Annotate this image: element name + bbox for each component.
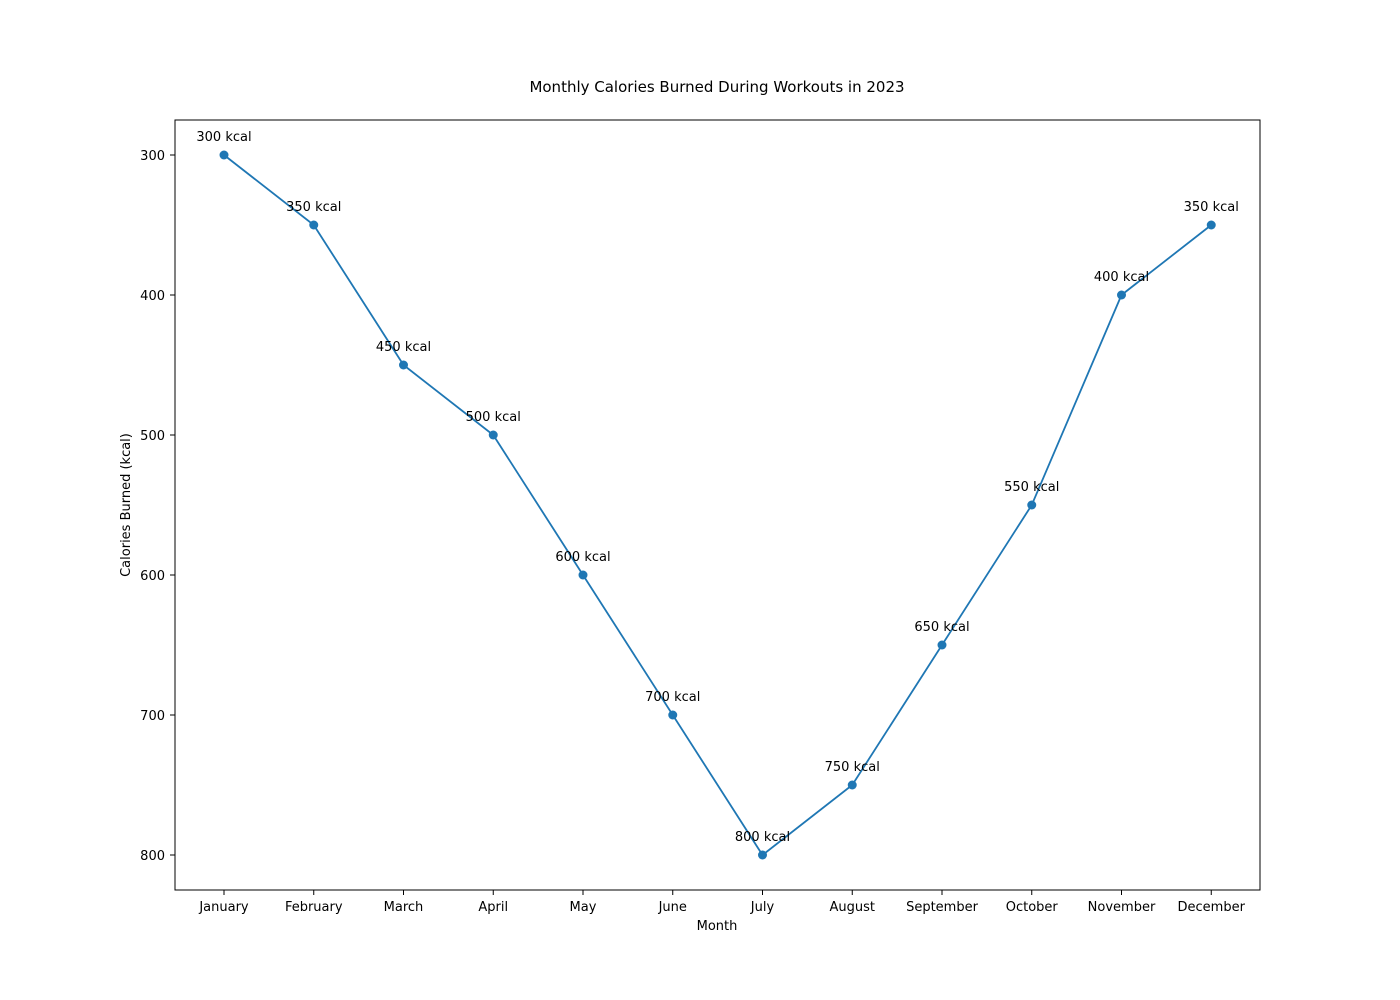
data-point: [399, 360, 408, 370]
series-line: [223, 154, 1212, 857]
y-tick-label: 700: [140, 709, 165, 724]
data-label: 500 kcal: [466, 410, 521, 425]
data-label: 450 kcal: [376, 340, 431, 355]
x-tick-label: November: [1088, 900, 1156, 915]
plot-frame: [174, 119, 1261, 891]
x-tick-label: December: [1178, 900, 1246, 915]
y-tick-label: 600: [140, 569, 165, 584]
data-point: [937, 640, 947, 650]
x-tick-label: January: [198, 900, 249, 915]
data-label: 650 kcal: [914, 620, 969, 635]
data-label: 550 kcal: [1004, 480, 1059, 495]
x-axis-label: Month: [697, 919, 738, 934]
x-tick-label: August: [830, 900, 876, 915]
y-tick-label: 500: [140, 429, 165, 444]
x-tick-label: July: [750, 900, 775, 915]
x-tick-label: October: [1006, 900, 1059, 915]
y-tick-label: 400: [140, 289, 165, 304]
data-point: [309, 220, 319, 230]
data-point: [1027, 500, 1037, 510]
data-label: 350 kcal: [1184, 200, 1239, 215]
data-label: 750 kcal: [825, 760, 880, 775]
data-point: [1206, 220, 1216, 230]
data-point: [758, 850, 767, 860]
x-tick-label: April: [478, 900, 508, 915]
y-axis-label: Calories Burned (kcal): [119, 433, 134, 577]
data-label: 300 kcal: [196, 130, 251, 145]
data-point: [1117, 290, 1126, 300]
data-label: 350 kcal: [286, 200, 341, 215]
x-tick-label: June: [658, 900, 687, 915]
x-tick-label: May: [570, 900, 597, 915]
data-label: 800 kcal: [735, 830, 790, 845]
data-point: [488, 430, 498, 440]
y-tick-label: 800: [140, 849, 165, 864]
data-point: [219, 150, 229, 160]
y-tick-label: 300: [140, 149, 165, 164]
data-label: 700 kcal: [645, 690, 700, 705]
data-label: 600 kcal: [555, 550, 610, 565]
x-tick-label: September: [906, 900, 979, 915]
data-label: 400 kcal: [1094, 270, 1149, 285]
chart-title: Monthly Calories Burned During Workouts …: [529, 78, 904, 96]
plot-area: 300 400 500 600 700 800 January February March Ap…: [140, 119, 1261, 915]
data-point: [668, 710, 678, 720]
data-point: [847, 780, 857, 790]
data-point: [578, 570, 588, 580]
x-tick-label: March: [384, 900, 424, 915]
x-tick-label: February: [285, 900, 343, 915]
